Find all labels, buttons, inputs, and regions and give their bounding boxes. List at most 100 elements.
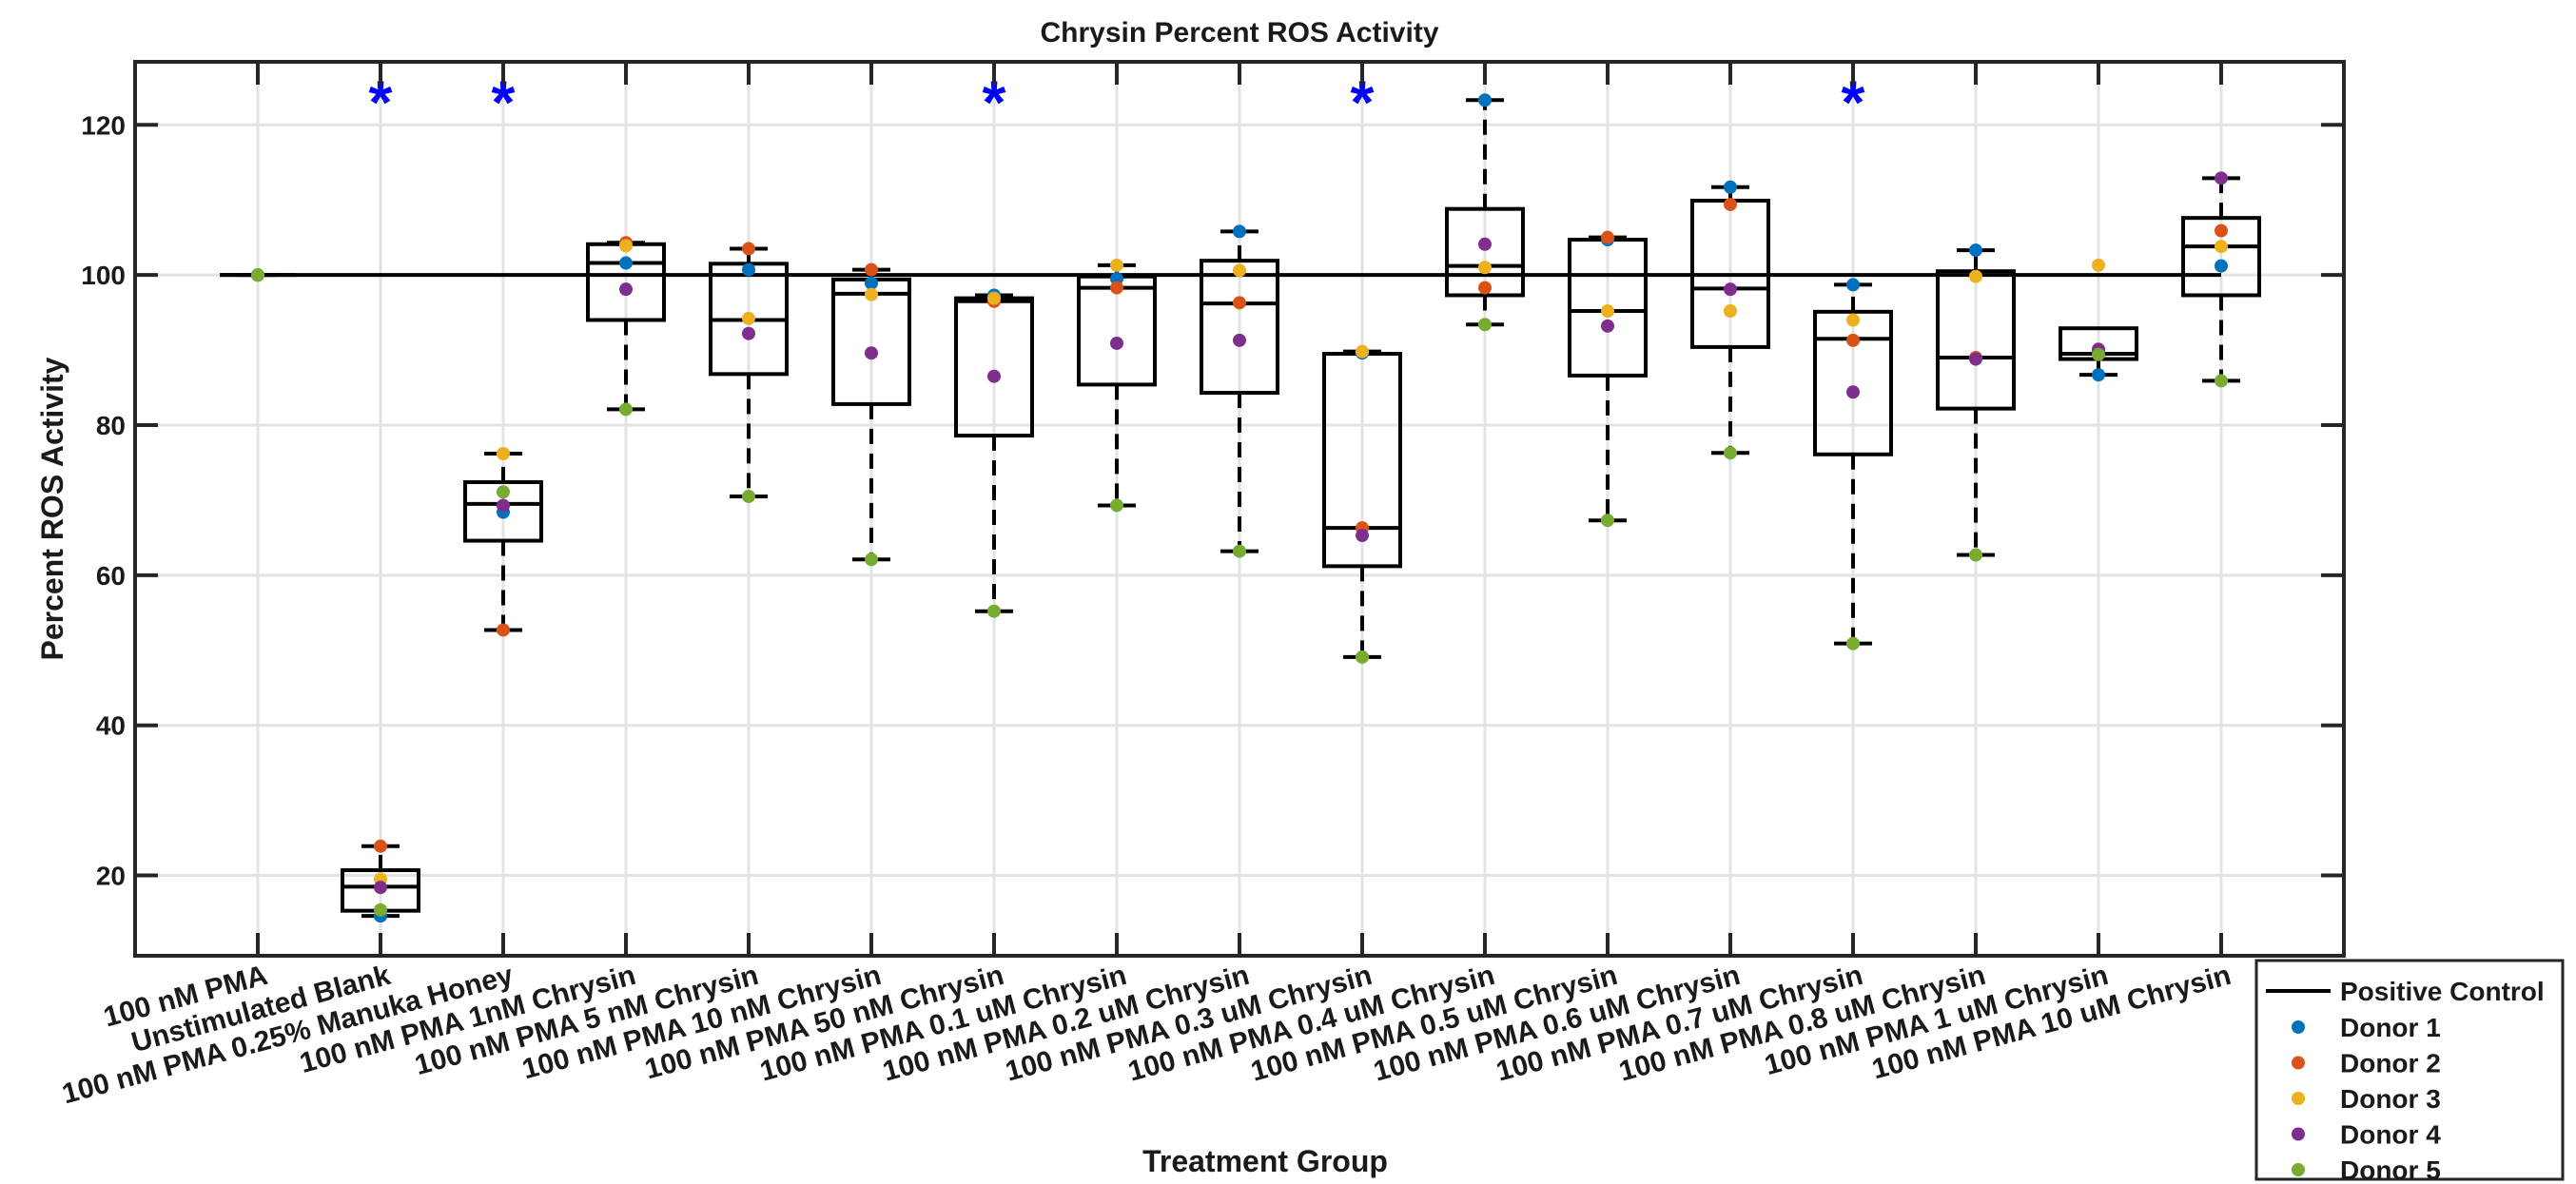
- donor-3-point: [1969, 269, 1982, 283]
- donor-5-point: [742, 489, 755, 503]
- donor-5-point: [2092, 347, 2105, 361]
- box-14: [1813, 282, 1893, 646]
- donor-2-point: [497, 623, 510, 637]
- donor-4-point: [1969, 352, 1982, 366]
- donor-2-point: [1110, 281, 1123, 295]
- legend-donor-4-icon: [2292, 1127, 2305, 1141]
- legend-donor-3-label: Donor 3: [2340, 1084, 2441, 1114]
- donor-1-point: [619, 256, 633, 270]
- donor-2-point: [1846, 333, 1860, 347]
- donor-1-point: [2215, 259, 2228, 273]
- donor-5-point: [865, 553, 878, 567]
- plot-area: * * * * *: [220, 68, 2261, 923]
- legend-donor-2-icon: [2292, 1056, 2305, 1070]
- donor-2-point: [2215, 223, 2228, 238]
- donor-3-point: [2215, 240, 2228, 254]
- donor-2-point: [1724, 197, 1737, 211]
- donor-3-point: [1356, 344, 1369, 359]
- donor-4-point: [1478, 237, 1492, 251]
- legend-donor-2-label: Donor 2: [2340, 1049, 2441, 1078]
- donor-5-point: [619, 402, 633, 417]
- donor-5-point: [251, 268, 264, 282]
- donor-2-point: [1601, 230, 1614, 244]
- box-iqr: [1445, 206, 1525, 298]
- donor-4-point: [497, 498, 510, 513]
- donor-1-point: [1846, 278, 1860, 292]
- donor-5-point: [1846, 636, 1860, 650]
- donor-2-point: [865, 262, 878, 277]
- donor-2-point: [742, 242, 755, 256]
- x-axis-label: Treatment Group: [1142, 1144, 1388, 1178]
- donor-4-point: [1601, 319, 1614, 333]
- donor-3-point: [1233, 263, 1246, 278]
- box-11: [1445, 98, 1525, 327]
- box-iqr: [1813, 309, 1893, 456]
- legend-donor-1-label: Donor 1: [2340, 1013, 2441, 1042]
- donor-4-point: [742, 326, 755, 340]
- box-9: [1200, 229, 1279, 553]
- donor-3-point: [987, 291, 1001, 305]
- donor-3-point: [1846, 313, 1860, 327]
- donor-1-point: [1969, 243, 1982, 258]
- y-tick-label: 80: [96, 411, 126, 440]
- donor-3-point: [619, 239, 633, 253]
- legend-donor-5-icon: [2292, 1163, 2305, 1176]
- donor-2-point: [1478, 281, 1492, 295]
- donor-5-point: [1356, 650, 1369, 664]
- donor-3-point: [742, 311, 755, 325]
- donor-3-point: [1724, 304, 1737, 319]
- y-tick-label: 120: [81, 110, 126, 140]
- donor-4-point: [1724, 282, 1737, 297]
- y-tick-label: 100: [81, 261, 126, 290]
- donor-4-point: [1846, 385, 1860, 399]
- legend-donor-3-icon: [2292, 1092, 2305, 1105]
- donor-4-point: [2215, 171, 2228, 185]
- donor-3-point: [865, 287, 878, 301]
- donor-5-point: [1724, 446, 1737, 460]
- donor-1-point: [2092, 368, 2105, 382]
- legend-donor-1-icon: [2292, 1020, 2305, 1034]
- donor-4-point: [374, 881, 387, 895]
- donor-4-point: [1233, 333, 1246, 347]
- y-tick-label: 40: [96, 711, 126, 741]
- box-iqr: [1200, 259, 1279, 396]
- donor-3-point: [1478, 261, 1492, 275]
- donor-3-point: [1110, 258, 1123, 272]
- donor-5-point: [1969, 548, 1982, 562]
- donor-3-point: [497, 446, 510, 460]
- donor-1-point: [1233, 224, 1246, 239]
- legend: Positive Control Donor 1 Donor 2 Donor 3 Don…: [2254, 959, 2565, 1184]
- donor-5-point: [2215, 374, 2228, 388]
- legend-donor-4-label: Donor 4: [2340, 1120, 2441, 1150]
- donor-3-point: [1601, 304, 1614, 319]
- donor-2-point: [1233, 296, 1246, 310]
- donor-1-point: [1478, 93, 1492, 107]
- chart-title: Chrysin Percent ROS Activity: [1040, 17, 1438, 49]
- donor-4-point: [987, 369, 1001, 383]
- y-axis-label: Percent ROS Activity: [35, 357, 69, 660]
- donor-5-point: [1478, 318, 1492, 332]
- box-iqr: [2181, 216, 2261, 298]
- y-tick-label: 60: [96, 561, 126, 591]
- donor-4-point: [1110, 336, 1123, 350]
- donor-2-point: [374, 839, 387, 853]
- donor-4-point: [1356, 529, 1369, 543]
- donor-5-point: [374, 903, 387, 917]
- box-iqr: [463, 479, 543, 543]
- donor-4-point: [865, 346, 878, 360]
- donor-5-point: [1233, 544, 1246, 558]
- legend-donor-5-label: Donor 5: [2340, 1155, 2441, 1184]
- donor-5-point: [1110, 498, 1123, 513]
- donor-1-point: [865, 276, 878, 290]
- donor-1-point: [1724, 180, 1737, 194]
- donor-3-point: [2092, 258, 2105, 272]
- donor-1-point: [742, 262, 755, 277]
- donor-5-point: [1601, 514, 1614, 528]
- legend-box: [2254, 959, 2565, 1181]
- y-tick-label: 20: [96, 862, 126, 891]
- legend-positive-control-label: Positive Control: [2340, 977, 2545, 1006]
- donor-5-point: [497, 485, 510, 499]
